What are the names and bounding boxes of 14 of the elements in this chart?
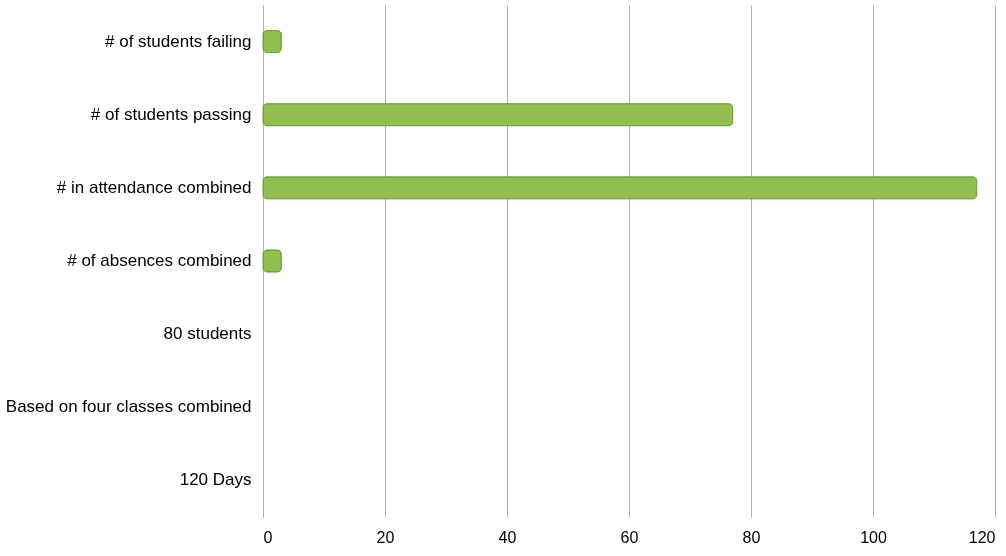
x-tick-label: 60 xyxy=(620,528,639,546)
y-tick-label: Based on four classes combined xyxy=(5,397,252,417)
x-tick-label: 0 xyxy=(263,528,273,546)
y-tick-label: # of students failing xyxy=(105,31,252,51)
x-tick-label: 80 xyxy=(742,528,761,546)
x-tick-label: 20 xyxy=(376,528,395,546)
y-tick-label: # in attendance combined xyxy=(56,177,252,197)
x-tick-label: 120 xyxy=(968,528,996,546)
y-tick-label: # of absences combined xyxy=(67,251,252,270)
y-tick-label: 80 students xyxy=(163,324,252,344)
x-tick-label: 100 xyxy=(860,528,887,546)
x-tick-label: 40 xyxy=(498,528,517,546)
y-tick-label: # of students passing xyxy=(90,104,252,124)
y-tick-label: 120 Days xyxy=(179,470,252,490)
